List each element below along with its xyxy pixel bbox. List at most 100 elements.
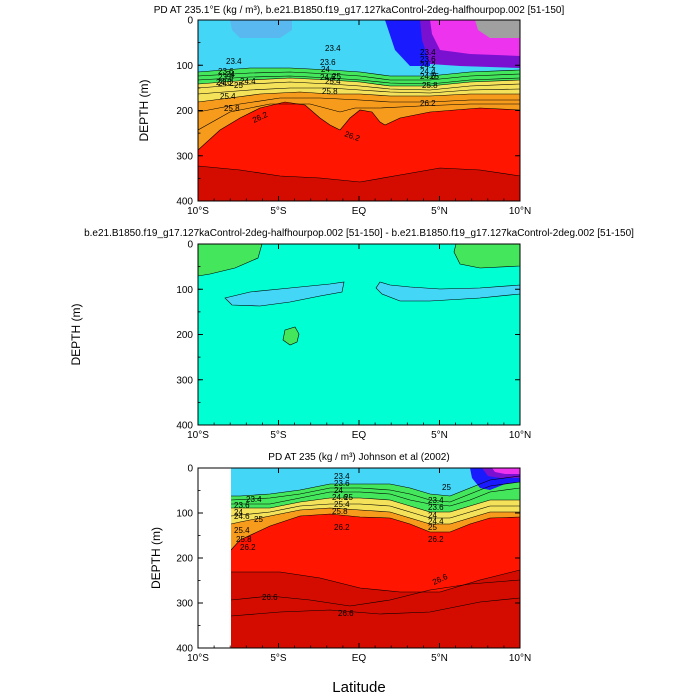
contour-label: 25.4 (325, 77, 341, 86)
x-tick-label: EQ (352, 206, 367, 217)
contour-line (198, 67, 520, 77)
contour-label: 23.6 (320, 58, 336, 67)
contour-line (231, 507, 520, 525)
y-tick-label: 100 (176, 509, 193, 520)
blob-lightblue-left (224, 281, 345, 307)
x-tick-label: 5°S (270, 653, 287, 664)
y-tick-label: 400 (176, 197, 193, 208)
contour-label: 23.8 (218, 73, 234, 82)
contour-label: 24.6 (420, 72, 436, 81)
contour-label: 26.2 (240, 543, 256, 552)
panel3-plot: 23.4 23.6 24 24.6 25 25.4 25.8 26.2 23.4… (231, 468, 520, 648)
contour-label: 23.4 (428, 496, 444, 505)
contour-line (198, 81, 520, 91)
contour-label: 25.4 (220, 92, 236, 101)
y-tick-label: 0 (187, 240, 193, 251)
contour-label: 23.6 (218, 67, 234, 76)
contour-label: 26.6 (262, 593, 278, 602)
layer-aqua (198, 244, 520, 425)
y-tick-label: 300 (176, 151, 193, 162)
y-axis-label: DEPTH (m) (137, 80, 151, 142)
x-tick-label: 10°S (187, 653, 209, 664)
panel2-plot (198, 244, 520, 425)
contour-label: 26.2 (428, 535, 444, 544)
contour-label: 23.4 (325, 44, 341, 53)
layer-cyan (231, 468, 520, 496)
contour-line (198, 101, 520, 151)
x-tick-label: 5°N (431, 430, 448, 441)
contour-label: 25.4 (334, 500, 350, 509)
contour-label: 24.6 (216, 78, 232, 87)
contour-label: 26.2 (334, 523, 350, 532)
x-tick-label: 5°S (270, 206, 287, 217)
x-tick-label: 10°N (509, 653, 531, 664)
contour-label: 23.6 (428, 503, 444, 512)
contour-label: 24 (321, 65, 330, 74)
y-tick-label: 0 (187, 464, 193, 475)
contour-label: 25.8 (236, 535, 252, 544)
contour-label: 24 (334, 486, 343, 495)
panel1-plot: 23.4 23.6 23.8 24 24.2 24.4 24.6 25 25.4… (198, 20, 520, 201)
contour-label: 25 (428, 523, 437, 532)
x-tick-label: 10°N (509, 206, 531, 217)
blob-green-small (282, 326, 300, 346)
x-tick-label: 10°S (187, 206, 209, 217)
y-tick-label: 200 (176, 554, 193, 565)
contour-line (231, 487, 520, 507)
contour-line (231, 497, 520, 513)
layer-gray (475, 20, 520, 38)
contour-line (198, 97, 520, 113)
contour-label: 23.4 (246, 495, 262, 504)
contour-label: 23.6 (234, 501, 250, 510)
x-tick-label: 10°N (509, 430, 531, 441)
y-tick-label: 200 (176, 330, 193, 341)
contour-label: 26.6 (338, 609, 354, 618)
contour-label: 24 (226, 70, 235, 79)
contour-label: 24.6 (332, 493, 348, 502)
panel2-title: b.e21.B1850.f19_g17.127kaControl-2deg-ha… (84, 228, 634, 239)
layer-blue (385, 20, 430, 66)
contour-line (231, 569, 520, 593)
contour-label: 23.6 (334, 479, 350, 488)
panel3-contours (231, 475, 520, 617)
contour-label: 25 (332, 72, 341, 81)
y-tick-label: 300 (176, 599, 193, 610)
y-axis-label: DEPTH (m) (149, 527, 163, 589)
x-axis-label: Latitude (332, 679, 385, 696)
panel1-title: PD AT 235.1°E (kg / m³), b.e21.B1850.f19… (154, 5, 565, 16)
y-tick-label: 200 (176, 106, 193, 117)
contour-label: 24 (428, 511, 437, 520)
contour-label: 25.8 (224, 104, 240, 113)
x-tick-label: EQ (352, 430, 367, 441)
contour-label: 24.4 (420, 67, 436, 76)
contour-label: 24.4 (428, 517, 444, 526)
contour-line (198, 165, 520, 183)
axes-layer: 10°S 5°S EQ 5°N 10°N 0 100 200 300 400 DEPTH (m) 10… (69, 16, 531, 665)
contour-label: 25 (442, 483, 451, 492)
contour-line (231, 475, 520, 497)
contour-label: 24.6 (320, 73, 336, 82)
y-axis-label: DEPTH (m) (69, 304, 83, 366)
blob-lightblue-right (375, 281, 520, 302)
contour-line (198, 71, 520, 81)
y-tick-label: 0 (187, 16, 193, 27)
contour-line (198, 91, 520, 103)
contour-line (198, 77, 520, 87)
x-tick-label: 5°S (270, 430, 287, 441)
panel3-contour-labels: 23.4 23.6 24 24.6 25 25.4 25.8 26.2 23.4… (234, 472, 451, 618)
contour-label: 25 (254, 515, 263, 524)
x-tick-label: 10°S (187, 430, 209, 441)
contour-line (231, 503, 520, 519)
layer-magenta (492, 468, 520, 474)
contour-line (231, 481, 520, 503)
contour-label: 25 (234, 81, 243, 90)
contour-line (231, 597, 520, 617)
contour-label: 24.6 (234, 512, 250, 521)
x-tick-label: 5°N (431, 206, 448, 217)
contour-label: 23.4 (226, 57, 242, 66)
contour-label: 25.8 (422, 81, 438, 90)
contour-label: 23.4 (334, 472, 350, 481)
contour-label: 23.4 (420, 48, 436, 57)
contour-label: 24.2 (420, 61, 436, 70)
